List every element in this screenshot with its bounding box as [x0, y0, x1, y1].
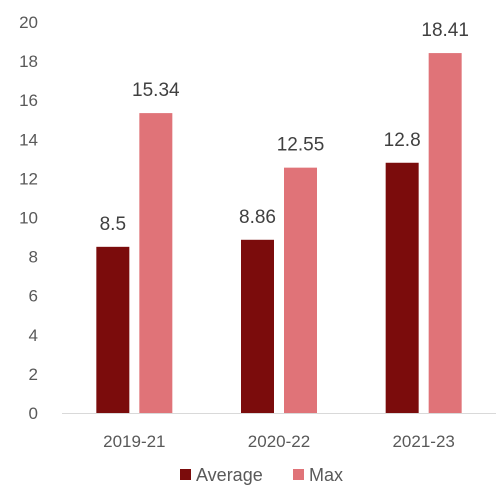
y-tick-label: 0 — [29, 404, 38, 423]
legend-swatch-max — [293, 469, 304, 480]
bar-average-2020-22 — [241, 239, 274, 413]
data-label-average-2020-22: 8.86 — [239, 207, 276, 228]
x-axis: 2019-21 2020-22 2021-23 — [62, 413, 496, 451]
y-tick-label: 8 — [29, 248, 38, 267]
legend-label-average: Average — [196, 465, 263, 485]
data-label-max-2019-21: 15.34 — [132, 80, 180, 101]
data-label-average-2019-21: 8.5 — [100, 214, 126, 235]
bar-average-2019-21 — [96, 246, 130, 413]
data-label-max-2020-22: 12.55 — [277, 135, 325, 156]
y-tick-label: 20 — [19, 13, 38, 32]
y-tick-label: 12 — [19, 169, 38, 188]
y-tick-label: 6 — [29, 287, 38, 306]
y-tick-label: 18 — [19, 52, 38, 71]
y-tick-label: 10 — [19, 209, 38, 228]
bar-max-2019-21 — [139, 113, 173, 413]
bar-max-2021-23 — [428, 53, 462, 413]
legend-label-max: Max — [309, 465, 343, 485]
legend-swatch-average — [180, 469, 191, 480]
x-tick-label: 2021-23 — [392, 432, 454, 451]
data-label-average-2021-23: 12.8 — [384, 130, 421, 151]
data-label-max-2021-23: 18.41 — [421, 20, 469, 41]
x-tick-label: 2020-22 — [248, 432, 310, 451]
legend: Average Max — [180, 465, 343, 485]
bar-average-2021-23 — [385, 162, 419, 413]
y-tick-label: 4 — [29, 326, 38, 345]
bar-max-2020-22 — [284, 167, 317, 413]
x-tick-label: 2019-21 — [103, 432, 165, 451]
plot-area: 8.5 15.34 8.86 12.55 12.8 18.41 — [96, 20, 469, 413]
y-tick-label: 16 — [19, 91, 38, 110]
y-axis: 0 2 4 6 8 10 12 14 16 18 20 — [19, 13, 38, 423]
y-tick-label: 14 — [19, 130, 38, 149]
y-tick-label: 2 — [29, 365, 38, 384]
